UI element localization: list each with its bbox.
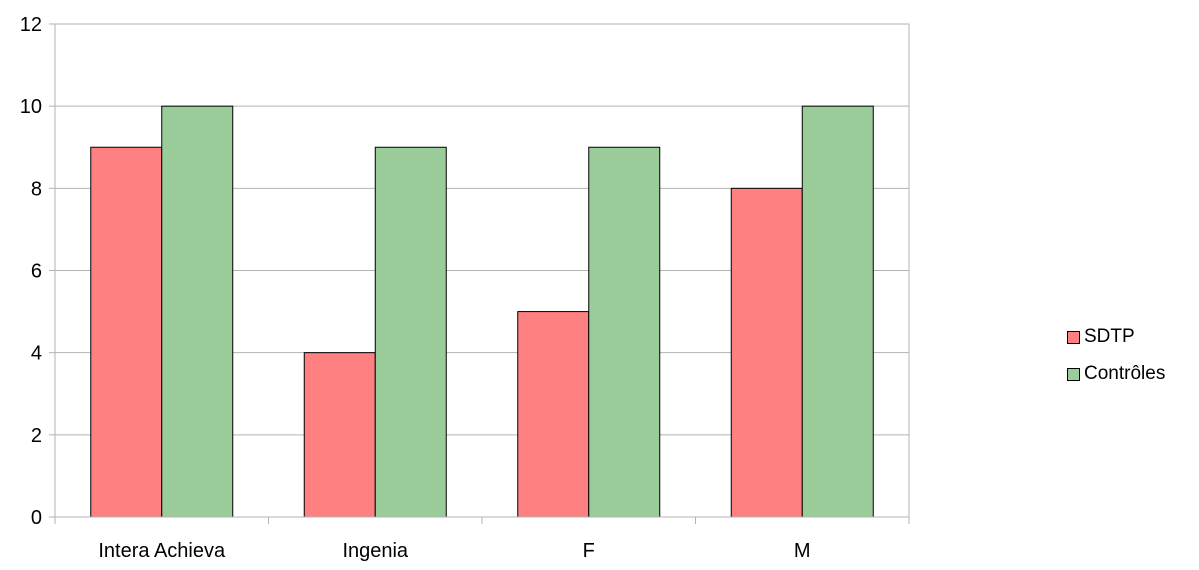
x-tick-label: Ingenia xyxy=(342,540,408,562)
bar-sdtp xyxy=(517,311,590,518)
y-tick-label: 12 xyxy=(20,14,42,36)
y-tick-label: 0 xyxy=(31,507,42,529)
bar-controles xyxy=(374,146,447,518)
y-tick-label: 2 xyxy=(31,425,42,447)
bar-controles xyxy=(801,105,874,518)
bar-sdtp xyxy=(90,146,163,518)
x-tick-label: Intera Achieva xyxy=(98,540,226,562)
y-tick-label: 4 xyxy=(31,343,42,365)
x-tick-label: F xyxy=(583,540,595,562)
bar-sdtp xyxy=(303,352,376,518)
legend-item-controles: Contrôles xyxy=(1067,362,1165,386)
legend-label-controles: Contrôles xyxy=(1084,363,1166,384)
bar-controles xyxy=(588,146,661,518)
y-tick-label: 10 xyxy=(20,96,42,118)
bar-controles xyxy=(161,105,234,518)
legend-label-sdtp: SDTP xyxy=(1084,326,1135,347)
x-tick-label: M xyxy=(794,540,811,562)
y-tick-label: 8 xyxy=(31,178,42,200)
legend-swatch-sdtp xyxy=(1067,330,1080,344)
legend: SDTP Contrôles xyxy=(1067,325,1165,399)
y-tick-label: 6 xyxy=(31,261,42,283)
legend-item-sdtp: SDTP xyxy=(1067,325,1165,349)
bar-sdtp xyxy=(730,187,803,518)
legend-swatch-controles xyxy=(1067,367,1080,381)
